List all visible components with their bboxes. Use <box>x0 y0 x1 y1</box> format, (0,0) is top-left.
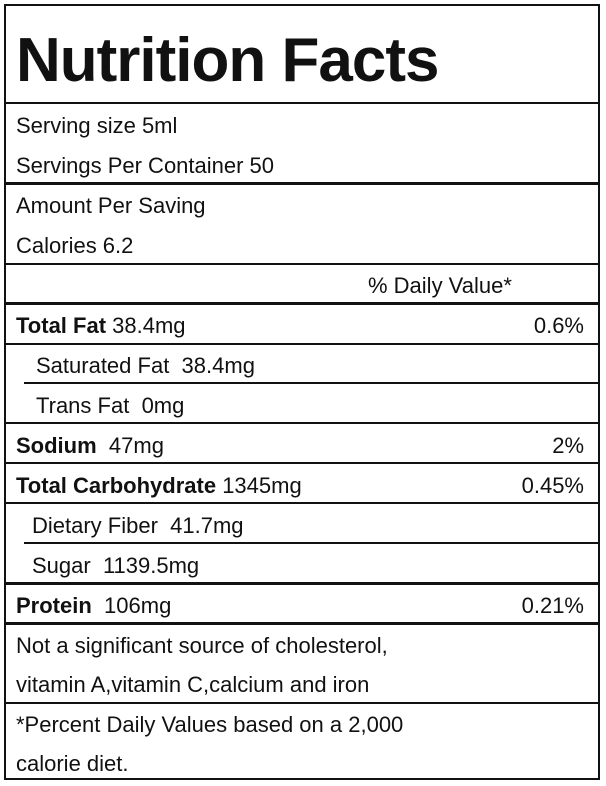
footnote-line: *Percent Daily Values based on a 2,000 <box>16 712 404 737</box>
nutrient-name: Saturated Fat <box>36 353 170 378</box>
nutrition-label: Nutrition Facts Serving size 5ml Serving… <box>4 4 600 780</box>
divider <box>6 343 598 345</box>
nutrient-row-dietary-fiber: Dietary Fiber 41.7mg <box>32 512 244 540</box>
note-line: vitamin A,vitamin C,calcium and iron <box>16 672 370 697</box>
nutrient-row-sodium: Sodium 47mg <box>16 432 164 460</box>
nutrient-amount: 1345mg <box>222 473 302 498</box>
nutrient-row-total-carbohydrate: Total Carbohydrate 1345mg <box>16 472 302 500</box>
nutrient-name: Dietary Fiber <box>32 513 158 538</box>
nutrient-amount: 38.4mg <box>181 353 255 378</box>
divider <box>6 582 598 585</box>
serving-size: Serving size 5ml <box>16 113 178 138</box>
nutrient-name: Total Fat <box>16 313 107 338</box>
nutrient-name: Total Carbohydrate <box>16 473 217 498</box>
label-title: Nutrition Facts <box>16 26 439 95</box>
divider <box>6 263 598 265</box>
divider <box>6 622 598 625</box>
nutrient-row-sugar: Sugar 1139.5mg <box>32 552 199 580</box>
note-line: Not a significant source of cholesterol, <box>16 633 388 658</box>
nutrient-row-trans-fat: Trans Fat 0mg <box>36 392 184 420</box>
nutrient-dv: 0.21% <box>521 593 584 618</box>
divider <box>6 702 598 704</box>
divider <box>6 102 598 104</box>
nutrient-dv: 2% <box>552 433 584 458</box>
nutrient-amount: 1139.5mg <box>102 553 200 578</box>
nutrient-name: Trans Fat <box>36 393 130 418</box>
nutrient-amount: 41.7mg <box>170 513 244 538</box>
nutrient-amount: 47mg <box>108 433 164 458</box>
nutrient-row-total-fat: Total Fat 38.4mg <box>16 312 186 340</box>
calories: Calories 6.2 <box>16 233 134 258</box>
nutrient-dv: 0.45% <box>521 473 584 498</box>
nutrient-row-protein: Protein 106mg <box>16 592 171 620</box>
nutrient-name: Protein <box>16 593 92 618</box>
divider <box>6 462 598 464</box>
divider <box>24 382 598 384</box>
nutrient-row-saturated-fat: Saturated Fat 38.4mg <box>36 352 255 380</box>
footnote-line: calorie diet. <box>16 751 129 776</box>
nutrient-amount: 38.4mg <box>112 313 186 338</box>
nutrient-name: Sodium <box>16 433 97 458</box>
servings-per-container: Servings Per Container 50 <box>16 153 275 178</box>
nutrient-amount: 0mg <box>141 393 185 418</box>
daily-value-header: % Daily Value* <box>368 273 512 298</box>
divider <box>24 542 598 544</box>
divider <box>6 422 598 424</box>
nutrient-name: Sugar <box>32 553 91 578</box>
divider <box>6 502 598 504</box>
nutrient-dv: 0.6% <box>533 313 584 338</box>
amount-per-serving: Amount Per Saving <box>16 193 206 218</box>
divider <box>6 182 598 185</box>
nutrient-amount: 106mg <box>104 593 172 618</box>
divider <box>6 302 598 305</box>
